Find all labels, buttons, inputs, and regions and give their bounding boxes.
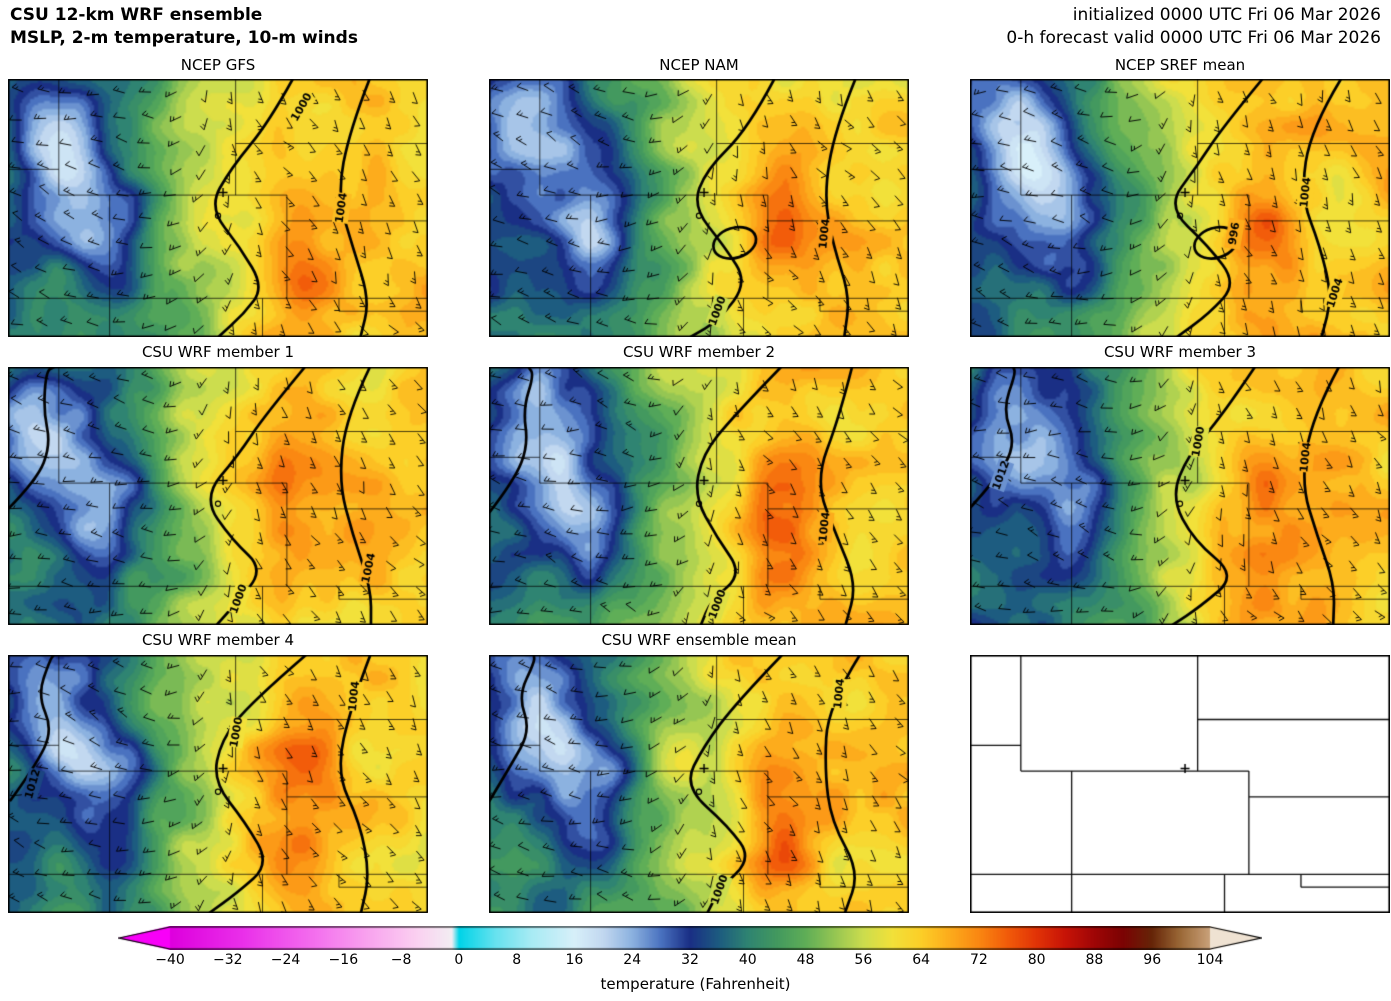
- map-panel-ncep-nam: [489, 79, 909, 337]
- map-canvas-blank-states: [970, 655, 1390, 913]
- colorbar-tick: −40: [155, 952, 185, 968]
- colorbar-tick: 80: [1027, 952, 1046, 968]
- colorbar-tick: 56: [854, 952, 873, 968]
- map-canvas-ncep-nam: [489, 79, 909, 337]
- figure-title-line2: MSLP, 2-m temperature, 10-m winds: [10, 28, 358, 48]
- colorbar-tick: −8: [390, 952, 412, 968]
- panel-title-csu-wrf-member-3: CSU WRF member 3: [1103, 343, 1257, 361]
- colorbar-caption: temperature (Fahrenheit): [600, 975, 791, 993]
- colorbar-tick: 48: [796, 952, 815, 968]
- colorbar-tick: 0: [454, 952, 464, 968]
- map-panel-csu-wrf-member-1: [8, 367, 428, 625]
- colorbar-tick: 8: [512, 952, 522, 968]
- panel-title-csu-wrf-ensemble-mean: CSU WRF ensemble mean: [601, 631, 797, 649]
- colorbar-tick: 96: [1143, 952, 1162, 968]
- colorbar-tick: 40: [738, 952, 757, 968]
- map-panel-ncep-gfs: [8, 79, 428, 337]
- map-panel-csu-wrf-member-3: [970, 367, 1390, 625]
- colorbar-canvas: [118, 926, 1262, 950]
- map-panel-csu-wrf-member-2: [489, 367, 909, 625]
- colorbar-tick: 32: [681, 952, 699, 968]
- map-canvas-csu-wrf-member-2: [489, 367, 909, 625]
- init-time-text: initialized 0000 UTC Fri 06 Mar 2026: [1072, 5, 1381, 25]
- colorbar-tick: 16: [565, 952, 584, 968]
- panel-title-csu-wrf-member-2: CSU WRF member 2: [622, 343, 776, 361]
- temperature-colorbar: [118, 926, 1262, 950]
- colorbar-tick: −24: [270, 952, 301, 968]
- colorbar-tick: 24: [623, 952, 642, 968]
- panel-title-csu-wrf-member-1: CSU WRF member 1: [141, 343, 295, 361]
- colorbar-tick: 88: [1085, 952, 1104, 968]
- map-panel-ncep-sref-mean: [970, 79, 1390, 337]
- map-panel-blank-states: [970, 655, 1390, 913]
- map-canvas-csu-wrf-member-4: [8, 655, 428, 913]
- panel-title-csu-wrf-member-4: CSU WRF member 4: [141, 631, 295, 649]
- panel-title-ncep-sref-mean: NCEP SREF mean: [1114, 56, 1246, 74]
- run-info: initialized 0000 UTC Fri 06 Mar 2026 0-h…: [1006, 4, 1381, 50]
- panel-title-ncep-gfs: NCEP GFS: [180, 56, 256, 74]
- map-canvas-ncep-sref-mean: [970, 79, 1390, 337]
- panel-title-ncep-nam: NCEP NAM: [659, 56, 739, 74]
- map-canvas-csu-wrf-member-1: [8, 367, 428, 625]
- map-panel-csu-wrf-ensemble-mean: [489, 655, 909, 913]
- map-canvas-csu-wrf-member-3: [970, 367, 1390, 625]
- figure-title: CSU 12-km WRF ensemble MSLP, 2-m tempera…: [10, 4, 358, 50]
- valid-time-text: 0-h forecast valid 0000 UTC Fri 06 Mar 2…: [1006, 28, 1381, 48]
- colorbar-tick: 64: [912, 952, 931, 968]
- map-panel-csu-wrf-member-4: [8, 655, 428, 913]
- colorbar-tick: −32: [212, 952, 243, 968]
- colorbar-tick: 72: [969, 952, 988, 968]
- colorbar-tick: −16: [328, 952, 359, 968]
- map-canvas-csu-wrf-ensemble-mean: [489, 655, 909, 913]
- colorbar-tick: 104: [1196, 952, 1224, 968]
- map-canvas-ncep-gfs: [8, 79, 428, 337]
- figure-title-line1: CSU 12-km WRF ensemble: [10, 5, 263, 25]
